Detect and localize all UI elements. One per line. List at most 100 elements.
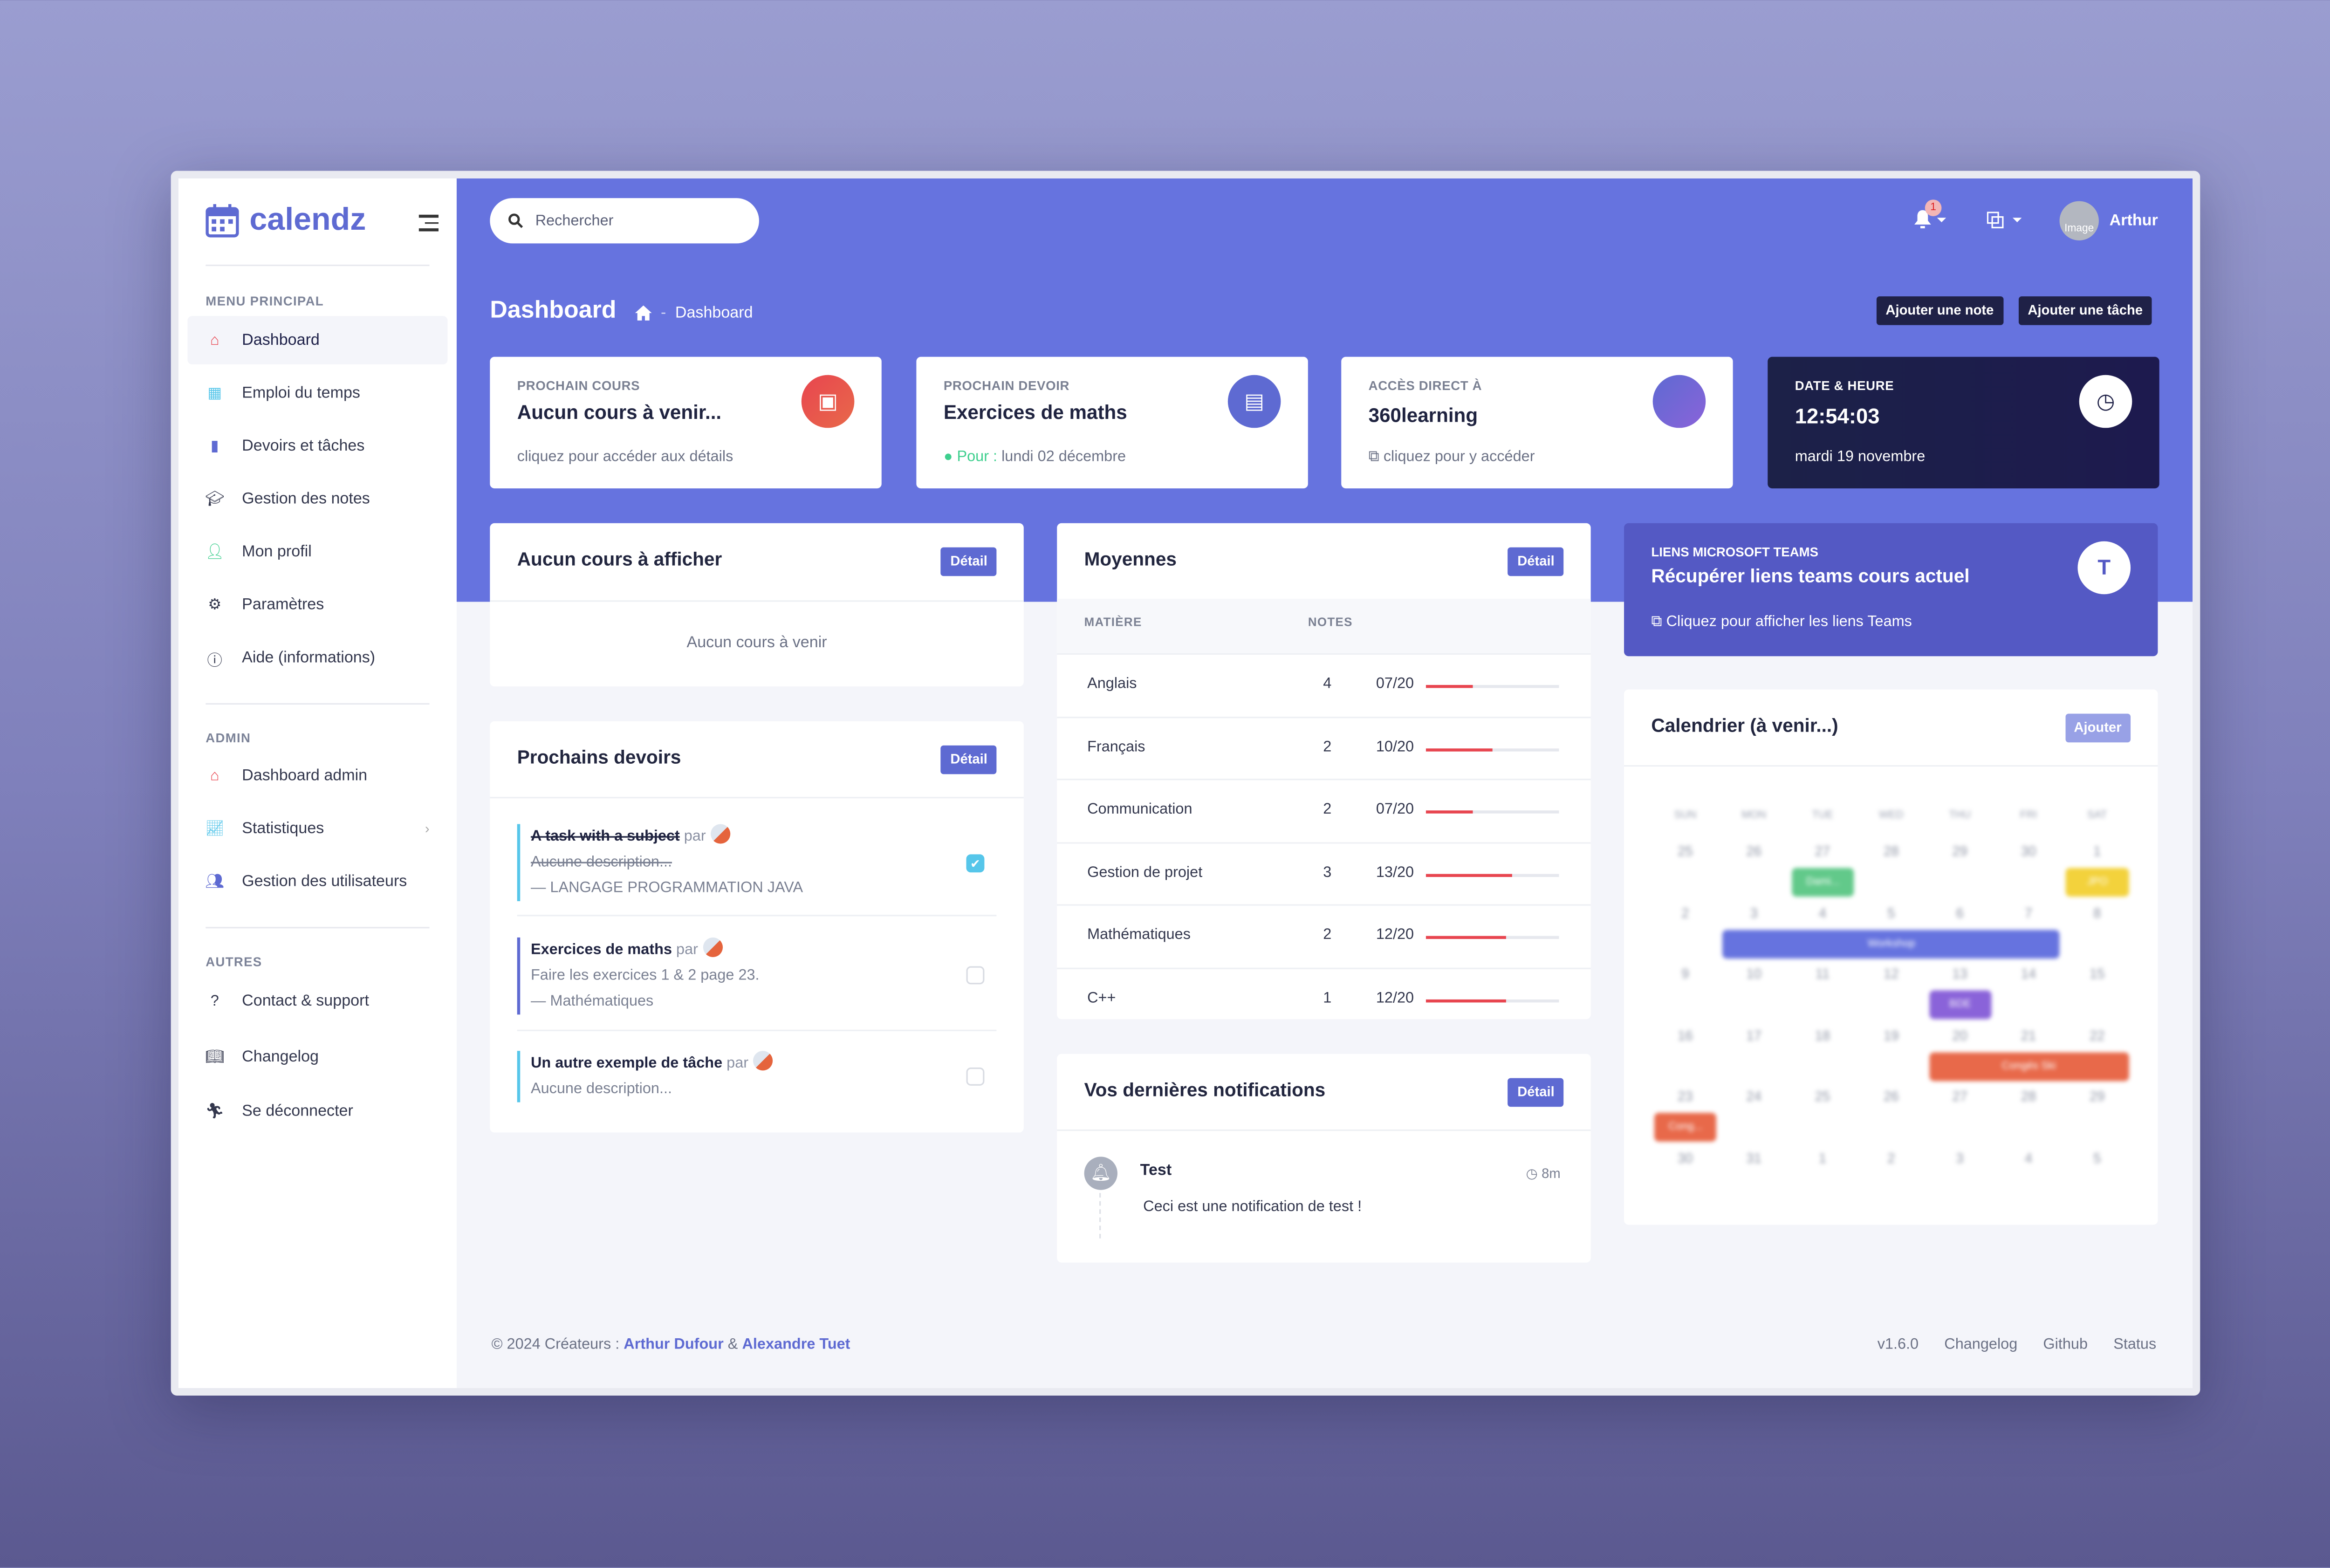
sidebar-item[interactable]: ▮ Devoirs et tâches xyxy=(187,422,447,470)
calendar-day[interactable]: 5 xyxy=(1887,905,1895,920)
calendar-day[interactable]: 28 xyxy=(1884,843,1899,859)
calendar-day[interactable]: 29 xyxy=(1952,843,1967,859)
grade-row[interactable]: Mathématiques 2 12/20 xyxy=(1057,904,1591,967)
calendar-day[interactable]: 22 xyxy=(2090,1027,2105,1043)
calendar-day[interactable]: 24 xyxy=(1746,1089,1761,1104)
calendar-day[interactable]: 4 xyxy=(1818,905,1827,920)
calendar-day[interactable]: 12 xyxy=(1884,966,1899,981)
calendar-event[interactable]: Cong... xyxy=(1654,1113,1717,1142)
task-item[interactable]: Un autre exemple de tâche par Aucune des… xyxy=(517,1051,998,1102)
calendar-day[interactable]: 3 xyxy=(1956,1150,1964,1165)
calendar-day[interactable]: 26 xyxy=(1884,1089,1899,1104)
calendar-day[interactable]: 10 xyxy=(1746,966,1761,981)
calendar-day[interactable]: 28 xyxy=(2021,1089,2036,1104)
home-icon[interactable] xyxy=(635,305,652,321)
calendar-day[interactable]: 9 xyxy=(1681,966,1689,981)
calendar-day[interactable]: 29 xyxy=(2090,1089,2105,1104)
calendar-day[interactable]: 14 xyxy=(2021,966,2036,981)
calendar-day[interactable]: 21 xyxy=(2021,1027,2036,1043)
sidebar-item[interactable]: ⚙ Paramètres xyxy=(187,581,447,629)
add-note-button[interactable]: Ajouter une note xyxy=(1876,296,2003,325)
calendar-event[interactable]: Congés Ski xyxy=(1929,1051,2129,1081)
task-checkbox[interactable] xyxy=(966,1067,985,1086)
teams-links-card[interactable]: LIENS MICROSOFT TEAMS Récupérer liens te… xyxy=(1624,523,2158,657)
sidebar-item[interactable]: ⌂ Dashboard admin xyxy=(187,752,447,800)
calendar-day[interactable]: 30 xyxy=(1678,1150,1693,1165)
calendar-day[interactable]: 11 xyxy=(1815,966,1830,981)
calendar-day[interactable]: 8 xyxy=(2093,905,2101,920)
author-link[interactable]: Arthur Dufour xyxy=(624,1336,724,1354)
calendar-day[interactable]: 2 xyxy=(1681,905,1689,920)
teams-link[interactable]: Cliquez pour afficher les liens Teams xyxy=(1666,614,1912,631)
calendar-day[interactable]: 15 xyxy=(2090,966,2105,981)
grade-row[interactable]: Gestion de projet 3 13/20 xyxy=(1057,841,1591,904)
calendar-event[interactable]: BDE xyxy=(1929,990,1992,1020)
search-box[interactable] xyxy=(490,198,759,244)
calendar-day[interactable]: 1 xyxy=(2093,843,2101,859)
calendar-day[interactable]: 6 xyxy=(1956,905,1964,920)
calendar-day[interactable]: 27 xyxy=(1815,843,1830,859)
calendar-day[interactable]: 18 xyxy=(1815,1027,1830,1043)
calendar-day[interactable]: 30 xyxy=(2021,843,2036,859)
calendar-day[interactable]: 17 xyxy=(1746,1027,1761,1043)
notifications-dropdown[interactable] xyxy=(1914,210,1946,228)
author-link[interactable]: Alexandre Tuet xyxy=(742,1336,850,1354)
calendar-day[interactable]: 23 xyxy=(1678,1089,1693,1104)
changelog-link[interactable]: Changelog xyxy=(1944,1336,2018,1354)
calendar-day[interactable]: 25 xyxy=(1815,1089,1830,1104)
task-item[interactable]: A task with a subject par Aucune descrip… xyxy=(517,824,998,901)
calendar-day[interactable]: 16 xyxy=(1678,1027,1693,1043)
sidebar-item[interactable]: 👥︎ Gestion des utilisateurs xyxy=(187,857,447,906)
calendar-day[interactable]: 27 xyxy=(1952,1089,1967,1104)
access-link[interactable]: cliquez pour y accéder xyxy=(1383,449,1535,466)
calendar-day[interactable]: 7 xyxy=(2024,905,2033,920)
notification-title[interactable]: Test xyxy=(1140,1161,1172,1180)
sidebar-item[interactable]: 🏃︎ Se déconnecter xyxy=(187,1087,447,1136)
calendar-day[interactable]: 1 xyxy=(1818,1150,1827,1165)
calendar-day[interactable]: 13 xyxy=(1952,966,1967,981)
user-name[interactable]: Arthur xyxy=(2109,212,2158,230)
task-checkbox[interactable]: ✔ xyxy=(966,854,985,873)
grade-row[interactable]: Communication 2 07/20 xyxy=(1057,779,1591,842)
task-item[interactable]: Exercices de maths par Faire les exercic… xyxy=(517,937,998,1015)
calendar-day[interactable]: 5 xyxy=(2093,1150,2101,1165)
add-task-button[interactable]: Ajouter une tâche xyxy=(2018,296,2152,325)
sidebar-item[interactable]: ⓘ Aide (informations) xyxy=(187,634,447,682)
status-link[interactable]: Status xyxy=(2113,1336,2157,1354)
next-course-card[interactable]: PROCHAIN COURS Aucun cours à venir... cl… xyxy=(490,356,882,489)
calendar-grid[interactable]: SUN MON TUE WED THU FRI SAT 25 26 27 28 29 30 1 2 3 4 5 6 7… xyxy=(1651,690,2132,1225)
sidebar-item[interactable]: ? Contact & support xyxy=(187,977,447,1025)
calendar-day[interactable]: 20 xyxy=(1952,1027,1967,1043)
user-avatar[interactable]: Image xyxy=(2059,201,2099,240)
sidebar-item[interactable]: ⌂ Dashboard xyxy=(187,316,448,365)
detail-button[interactable]: Détail xyxy=(1508,547,1564,576)
detail-button[interactable]: Détail xyxy=(941,745,997,774)
grade-row[interactable]: Français 2 10/20 xyxy=(1057,716,1591,779)
github-link[interactable]: Github xyxy=(2043,1336,2088,1354)
calendar-event[interactable]: Dami... xyxy=(1791,868,1854,897)
sidebar-item[interactable]: 🎓︎ Gestion des notes xyxy=(187,475,447,523)
calendar-day[interactable]: 25 xyxy=(1678,843,1693,859)
search-input[interactable] xyxy=(535,212,732,229)
grade-row[interactable]: Anglais 4 07/20 xyxy=(1057,653,1591,716)
apps-dropdown[interactable] xyxy=(1987,212,2022,228)
detail-button[interactable]: Détail xyxy=(941,547,997,576)
task-checkbox[interactable] xyxy=(966,966,985,985)
app-logo[interactable]: calendz xyxy=(206,203,366,239)
sidebar-item[interactable]: 📈︎ Statistiques › xyxy=(187,804,447,853)
calendar-day[interactable]: 26 xyxy=(1746,843,1761,859)
grade-row[interactable]: C++ 1 12/20 xyxy=(1057,967,1591,1030)
calendar-event[interactable]: Workshop xyxy=(1723,929,2060,958)
next-homework-card[interactable]: PROCHAIN DEVOIR Exercices de maths ● Pou… xyxy=(916,356,1308,489)
calendar-day[interactable]: 2 xyxy=(1887,1150,1895,1165)
menu-toggle-icon[interactable] xyxy=(418,214,439,236)
calendar-event[interactable]: JPO xyxy=(2066,868,2129,897)
calendar-day[interactable]: 4 xyxy=(2024,1150,2033,1165)
sidebar-item[interactable]: ▦ Emploi du temps xyxy=(187,369,447,418)
add-event-button[interactable]: Ajouter xyxy=(2064,713,2131,743)
sidebar-item[interactable]: 👤︎ Mon profil xyxy=(187,527,447,576)
sidebar-item[interactable]: 📖︎ Changelog xyxy=(187,1033,447,1081)
direct-access-card[interactable]: ACCÈS DIRECT À 360learning ⧉ cliquez pou… xyxy=(1341,356,1733,489)
calendar-day[interactable]: 19 xyxy=(1884,1027,1899,1043)
calendar-day[interactable]: 31 xyxy=(1746,1150,1761,1165)
